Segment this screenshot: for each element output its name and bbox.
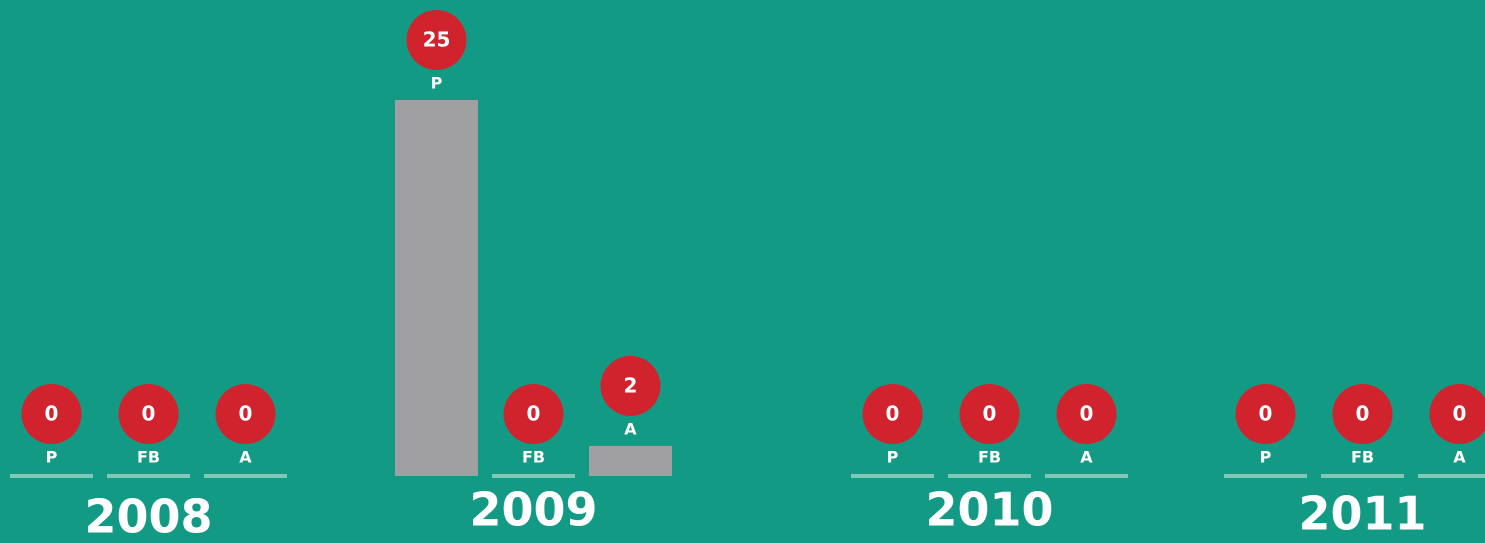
value-badge <box>1056 384 1117 444</box>
bar <box>1224 474 1307 478</box>
series-label: A <box>1453 448 1466 467</box>
data-label: 0 <box>1080 402 1094 426</box>
series-label: FB <box>522 448 545 467</box>
series-label: A <box>239 448 252 467</box>
value-badge <box>406 10 467 70</box>
category-label: 2010 <box>925 483 1053 537</box>
value-badge <box>1332 384 1393 444</box>
data-label: 0 <box>142 402 156 426</box>
series-label: P <box>431 74 443 93</box>
value-badge <box>21 384 82 444</box>
data-label: 0 <box>1453 402 1467 426</box>
data-label: 0 <box>239 402 253 426</box>
data-label: 0 <box>1356 402 1370 426</box>
bar <box>395 100 478 476</box>
category-label: 2008 <box>84 490 212 543</box>
series-label: A <box>1080 448 1093 467</box>
value-badge <box>1429 384 1485 444</box>
bar <box>851 474 934 478</box>
bar <box>1045 474 1128 478</box>
series-label: FB <box>1351 448 1374 467</box>
bar <box>1321 474 1404 478</box>
data-label: 0 <box>45 402 59 426</box>
value-badge <box>959 384 1020 444</box>
bar <box>1418 474 1485 478</box>
bar <box>589 445 672 476</box>
data-label: 2 <box>624 373 638 397</box>
bar <box>204 474 287 478</box>
value-badge <box>118 384 179 444</box>
bar <box>10 474 93 478</box>
category-label: 2011 <box>1298 487 1426 541</box>
bar <box>107 474 190 478</box>
category-label: 2009 <box>469 483 597 537</box>
series-label: P <box>46 448 58 467</box>
value-badge <box>503 384 564 444</box>
value-badge <box>862 384 923 444</box>
data-label: 0 <box>527 402 541 426</box>
series-label: FB <box>978 448 1001 467</box>
data-label: 0 <box>983 402 997 426</box>
bar <box>948 474 1031 478</box>
value-badge <box>215 384 276 444</box>
bar <box>492 474 575 478</box>
series-label: A <box>624 419 637 438</box>
series-label: FB <box>137 448 160 467</box>
value-badge <box>1235 384 1296 444</box>
data-label: 0 <box>1259 402 1273 426</box>
data-label: 0 <box>886 402 900 426</box>
series-label: P <box>887 448 899 467</box>
value-badge <box>600 355 661 416</box>
data-label: 25 <box>423 28 451 52</box>
series-label: P <box>1260 448 1272 467</box>
